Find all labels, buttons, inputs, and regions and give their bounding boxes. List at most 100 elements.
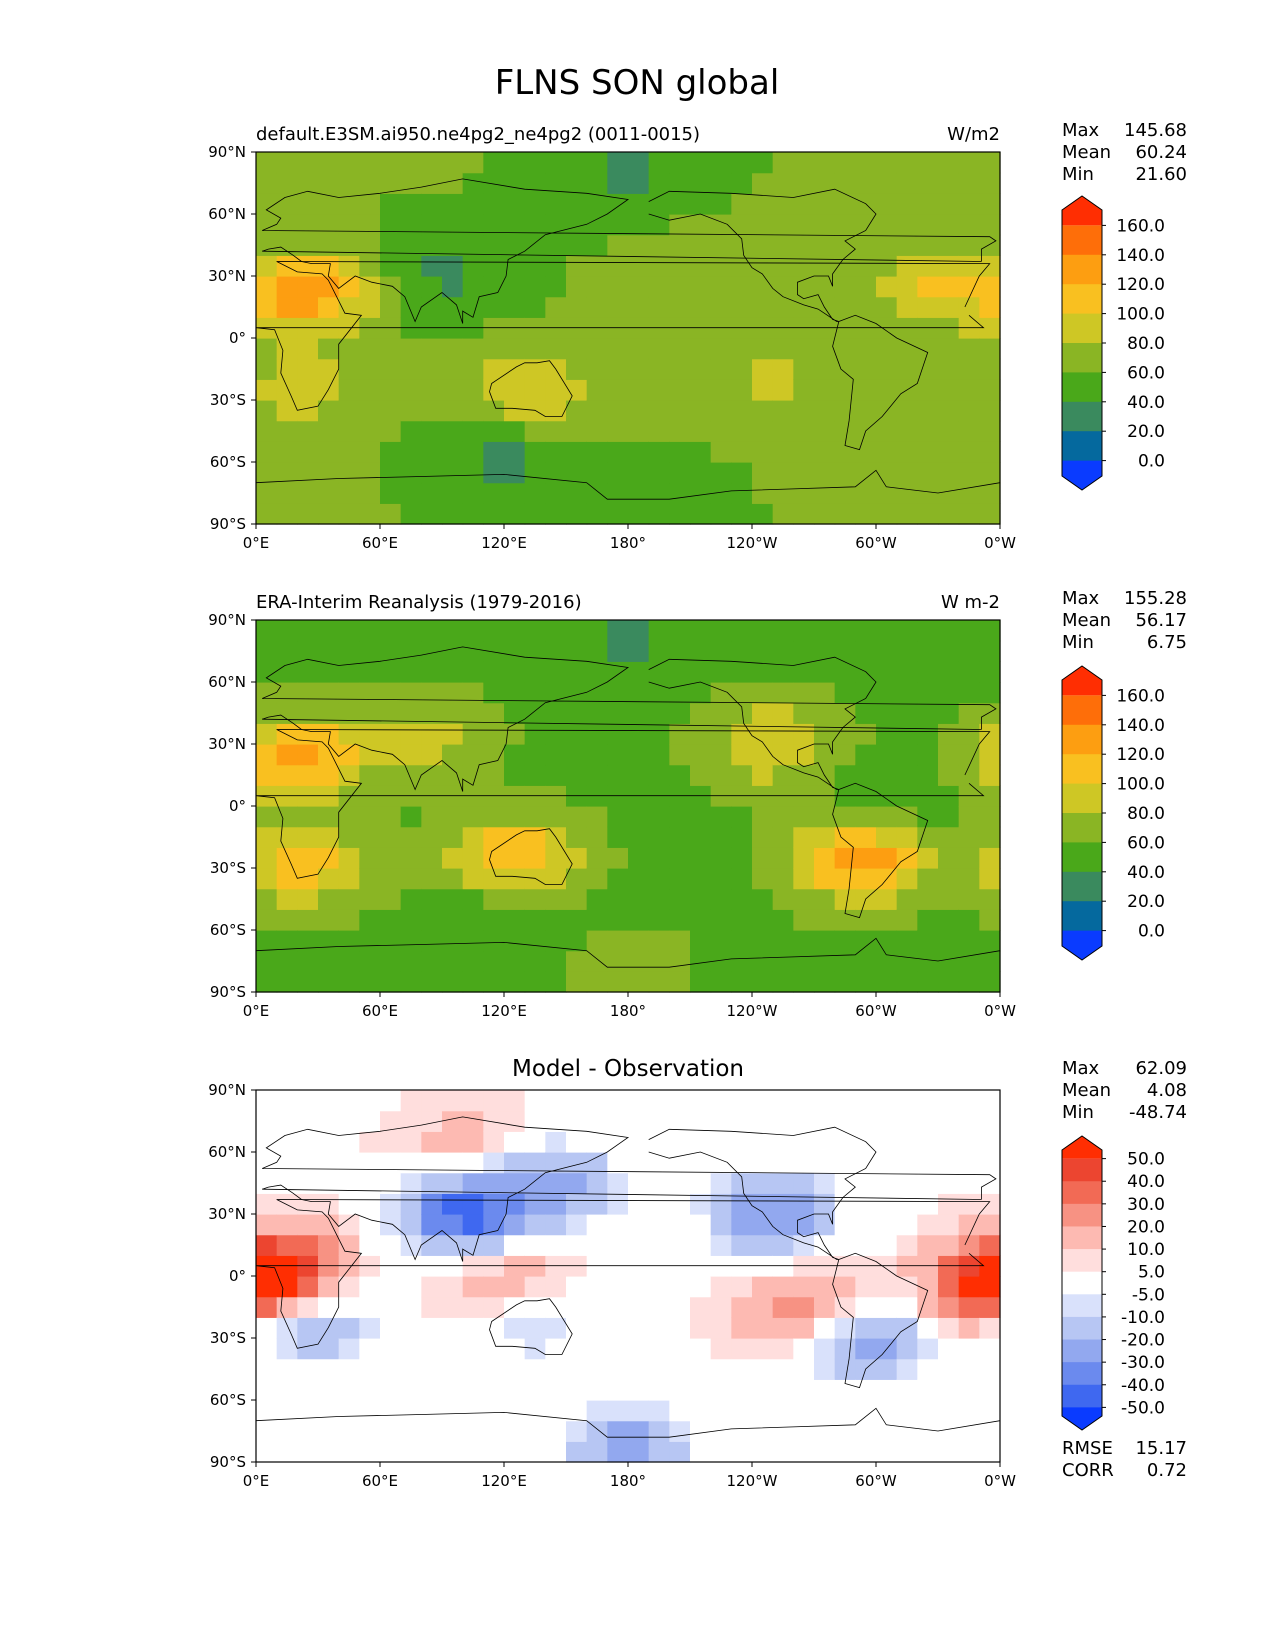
map-cell — [958, 1152, 980, 1174]
map-cell — [380, 1296, 402, 1318]
map-cell — [917, 482, 939, 504]
map-cell — [504, 400, 526, 422]
map-cell — [710, 276, 732, 298]
map-cell — [752, 640, 774, 662]
map-cell — [855, 723, 877, 745]
map-cell — [938, 255, 960, 277]
map-cell — [607, 152, 629, 174]
map-cell — [896, 152, 918, 174]
map-cell — [938, 682, 960, 704]
map-cell — [359, 152, 381, 174]
map-cell — [524, 255, 546, 277]
map-cell — [607, 620, 629, 642]
map-cell — [276, 358, 298, 380]
map-cell — [297, 806, 319, 828]
map-cell — [442, 503, 464, 525]
map-cell — [483, 1338, 505, 1360]
map-cell — [669, 1400, 691, 1422]
map-cell — [731, 1441, 753, 1463]
map-cell — [380, 234, 402, 256]
map-cell — [607, 1152, 629, 1174]
map-cell — [607, 338, 629, 360]
map-cell — [442, 1172, 464, 1194]
map-cell — [421, 296, 443, 318]
map-cell — [586, 193, 608, 215]
map-cell — [566, 193, 588, 215]
map-cell — [504, 503, 526, 525]
map-cell — [752, 1317, 774, 1339]
map-cell — [524, 1172, 546, 1194]
stat-max-value: 155.28 — [1124, 588, 1187, 609]
map-cell — [772, 503, 794, 525]
map-cell — [545, 462, 567, 484]
map-cell — [855, 441, 877, 463]
map-cell — [731, 1400, 753, 1422]
map-cell — [648, 1379, 670, 1401]
y-tick-label: 90°S — [210, 1453, 246, 1471]
map-cell — [752, 661, 774, 683]
map-cell — [669, 1131, 691, 1153]
map-cell — [772, 379, 794, 401]
x-tick-label: 60°E — [362, 1472, 398, 1490]
map-cell — [607, 702, 629, 724]
map-cell — [855, 764, 877, 786]
map-cell — [380, 214, 402, 236]
map-cell — [462, 1110, 484, 1132]
map-cell — [855, 1317, 877, 1339]
map-cell — [338, 1090, 360, 1112]
map-cell — [276, 909, 298, 931]
map-cell — [483, 400, 505, 422]
map-cell — [958, 503, 980, 525]
map-cell — [772, 1441, 794, 1463]
map-cell — [442, 723, 464, 745]
map-cell — [338, 1276, 360, 1298]
map-cell — [421, 441, 443, 463]
map-cell — [297, 152, 319, 174]
coastline — [832, 782, 929, 919]
map-cell — [958, 358, 980, 380]
map-cell — [628, 1276, 650, 1298]
map-cell — [504, 909, 526, 931]
map-cell — [648, 620, 670, 642]
map-cell — [876, 723, 898, 745]
map-cell — [462, 152, 484, 174]
map-cell — [648, 1214, 670, 1236]
colorbar-label: 0.0 — [1138, 452, 1165, 472]
map-cell — [710, 152, 732, 174]
map-cell — [607, 744, 629, 766]
map-cell — [276, 682, 298, 704]
map-cell — [834, 420, 856, 442]
y-tick-label: 90°S — [210, 515, 246, 533]
map-cell — [917, 400, 939, 422]
map-cell — [628, 172, 650, 194]
map-cell — [710, 806, 732, 828]
coastline — [648, 1126, 877, 1260]
map-cell — [297, 1110, 319, 1132]
map-cell — [648, 1152, 670, 1174]
stat-max-label: Max — [1062, 120, 1100, 141]
x-tick-label: 120°E — [481, 1472, 527, 1490]
coastlines — [255, 646, 1001, 968]
map-cell — [793, 1441, 815, 1463]
map-cell — [752, 441, 774, 463]
map-cell — [380, 276, 402, 298]
map-cell — [834, 702, 856, 724]
map-cell — [586, 338, 608, 360]
map-cell — [979, 702, 1001, 724]
map-cell — [834, 1379, 856, 1401]
map-cell — [297, 379, 319, 401]
map-cell — [318, 1358, 340, 1380]
map-cell — [338, 682, 360, 704]
map-cell — [380, 1193, 402, 1215]
map-cell — [772, 358, 794, 380]
colorbar-segment — [1062, 1181, 1102, 1205]
map-cell — [566, 1131, 588, 1153]
map-cell — [318, 888, 340, 910]
map-cell — [628, 826, 650, 848]
map-cell — [442, 358, 464, 380]
map-cell — [338, 1234, 360, 1256]
map-cell — [504, 764, 526, 786]
map-cell — [400, 806, 422, 828]
map-cell — [793, 1400, 815, 1422]
map-cell — [876, 482, 898, 504]
